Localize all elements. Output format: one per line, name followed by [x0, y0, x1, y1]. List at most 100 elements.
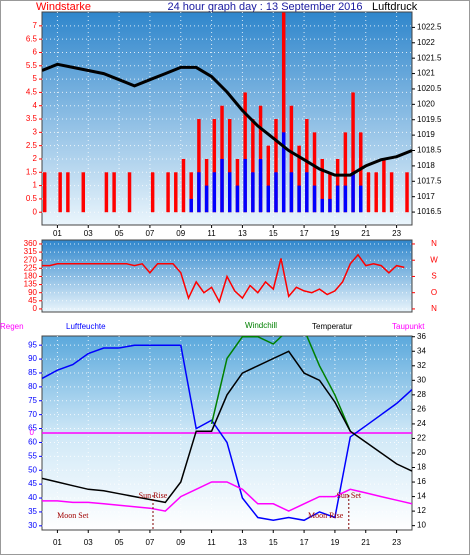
x-tick-label: 01	[53, 229, 62, 238]
wind-bar	[66, 172, 70, 213]
y-tick-label: 90	[28, 288, 37, 297]
wind-bar	[281, 12, 286, 213]
y-tick-label: 0	[33, 304, 38, 313]
y2-tick-label: 24	[417, 419, 426, 428]
x-tick-label: 07	[145, 538, 154, 547]
y2-tick-label: 34	[417, 346, 426, 355]
y-tick-label: 45	[28, 296, 37, 305]
series-layer	[42, 336, 412, 522]
annotation: Moon Rise	[308, 511, 344, 520]
legend-label: Taupunkt	[392, 322, 425, 331]
y-tick-label: 6	[33, 48, 38, 57]
wind-bar	[212, 119, 217, 213]
wind-bar	[335, 185, 340, 213]
wind-bar	[343, 132, 348, 213]
wind-bar	[297, 145, 301, 213]
x-tick-label: 13	[238, 229, 247, 238]
y-tick-label: 45	[28, 479, 37, 488]
wind-bar	[266, 185, 271, 213]
series-line	[42, 62, 412, 177]
wind-bar	[389, 172, 394, 213]
wind-bar	[312, 132, 317, 213]
y2-tick-label: 1018.5	[417, 146, 442, 155]
x-tick-label: 21	[361, 229, 370, 238]
wind-bar	[243, 92, 247, 213]
wind-bar	[43, 172, 47, 213]
series-line	[42, 253, 405, 304]
annotation: Moon Set	[57, 511, 89, 520]
y2-tick-label: 1018	[417, 161, 435, 170]
wind-bar	[405, 172, 409, 213]
wind-bar	[189, 172, 193, 213]
y2-tick-label: 1020	[417, 99, 435, 108]
y2-tick-label: 14	[417, 492, 426, 501]
y2-tick-label: 30	[417, 375, 426, 384]
wind-bar	[181, 158, 186, 213]
y2-tick-label: 36	[417, 332, 426, 341]
y2-tick-label: O	[431, 288, 437, 297]
wind-bar	[104, 172, 109, 213]
wind-bar	[305, 119, 309, 213]
wind-bar	[112, 172, 116, 213]
wind-bar	[228, 172, 232, 213]
y2-tick-label: 10	[417, 521, 426, 530]
y-tick-label: 3.5	[26, 114, 38, 123]
y-tick-label: 35	[28, 507, 37, 516]
y-tick-label: 55	[28, 451, 37, 460]
y2-tick-label: 20	[417, 448, 426, 457]
y-tick-label: 1	[33, 181, 38, 190]
x-tick-label: 05	[115, 538, 124, 547]
wind-bar	[351, 92, 355, 213]
series-layer	[42, 253, 405, 304]
wind-bar	[174, 172, 178, 213]
wind-bar	[274, 172, 278, 213]
wind-bar	[235, 185, 240, 213]
x-tick-label: 09	[176, 229, 185, 238]
legend-label: Luftfeuchte	[66, 322, 106, 331]
x-tick-label: 23	[392, 229, 401, 238]
y-tick-label: 1.5	[26, 167, 38, 176]
y2-tick-label: 1022	[417, 38, 435, 47]
y2-tick-label: 1022.5	[417, 22, 442, 31]
y2-tick-label: 12	[417, 506, 426, 515]
y2-tick-label: 1020.5	[417, 84, 442, 93]
wind-bar	[266, 145, 271, 213]
y2-tick-label: 1017	[417, 192, 435, 201]
wind-bar	[320, 198, 324, 213]
x-tick-label: 01	[53, 538, 62, 547]
y-tick-label: 30	[28, 521, 37, 530]
wind-bar	[382, 158, 386, 213]
x-tick-label: 13	[238, 538, 247, 547]
chart-title: 24 hour graph day : 13 September 2016	[167, 1, 362, 13]
y-tick-label: 70	[28, 410, 37, 419]
y-tick-label: 95	[28, 340, 37, 349]
y-tick-label: 180	[24, 272, 38, 281]
x-tick-label: 19	[330, 538, 339, 547]
wind-bar	[127, 172, 132, 213]
right-axis-title: Luftdruck	[372, 1, 418, 13]
annotation: Sun Set	[336, 491, 361, 500]
y2-tick-label: N	[431, 304, 437, 313]
y2-tick-label: 18	[417, 463, 426, 472]
y-tick-label: 270	[24, 255, 38, 264]
wind-bar	[243, 158, 247, 213]
y-tick-label: 90	[28, 354, 37, 363]
wind-bar	[343, 185, 348, 213]
y-tick-label: 135	[24, 280, 38, 289]
y-tick-label: 80	[28, 382, 37, 391]
wind-bar	[328, 172, 332, 213]
y-tick-label: 50	[28, 465, 37, 474]
y-tick-label: 75	[28, 396, 37, 405]
wind-bar	[150, 172, 155, 213]
x-tick-label: 09	[176, 538, 185, 547]
wind-bar	[220, 158, 224, 213]
y-tick-label: 360	[24, 239, 38, 248]
y-tick-label: 2.5	[26, 141, 38, 150]
wind-bar	[312, 185, 317, 213]
y-tick-label: 60	[28, 438, 37, 447]
wind-bar	[281, 132, 286, 213]
y-tick-label: 40	[28, 493, 37, 502]
x-tick-label: 23	[392, 538, 401, 547]
wind-bar	[320, 158, 324, 213]
